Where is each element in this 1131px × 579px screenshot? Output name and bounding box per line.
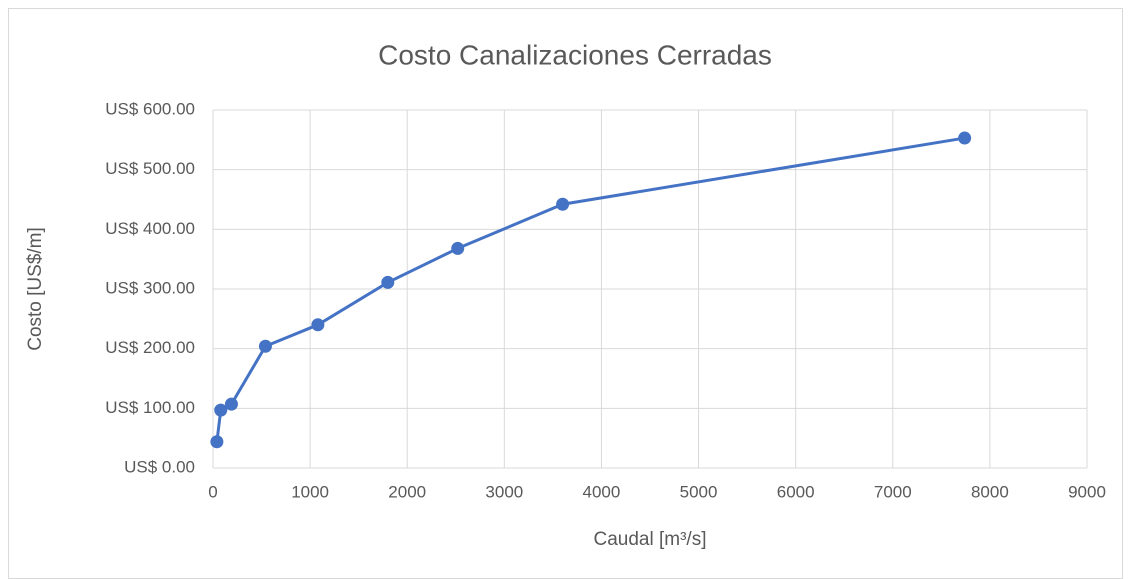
y-tick-label: US$ 0.00 [124, 457, 195, 476]
x-tick-label: 4000 [583, 482, 621, 501]
x-tick-label: 1000 [291, 482, 329, 501]
data-point [958, 131, 972, 145]
chart-frame [8, 8, 1123, 579]
x-tick-label: 5000 [680, 482, 718, 501]
x-tick-label: 9000 [1068, 482, 1106, 501]
x-tick-label: 3000 [485, 482, 523, 501]
x-tick-label: 0 [208, 482, 217, 501]
x-tick-label: 7000 [874, 482, 912, 501]
y-tick-label: US$ 200.00 [105, 338, 195, 357]
data-point [311, 318, 325, 332]
x-axis-label: Caudal [m³/s] [594, 529, 707, 550]
y-tick-label: US$ 500.00 [105, 159, 195, 178]
data-point [210, 435, 224, 449]
y-axis-label: Costo [US$/m] [25, 227, 46, 351]
data-point [214, 403, 228, 417]
x-tick-label: 2000 [388, 482, 426, 501]
chart-title: Costo Canalizaciones Cerradas [378, 39, 772, 70]
y-tick-label: US$ 400.00 [105, 219, 195, 238]
x-tick-label: 8000 [971, 482, 1009, 501]
data-point [556, 197, 570, 211]
y-tick-label: US$ 100.00 [105, 398, 195, 417]
data-point [381, 275, 395, 289]
data-point [451, 241, 465, 255]
y-tick-label: US$ 600.00 [105, 99, 195, 118]
data-point [258, 339, 272, 353]
y-tick-label: US$ 300.00 [105, 278, 195, 297]
x-tick-label: 6000 [777, 482, 815, 501]
data-point [224, 397, 238, 411]
